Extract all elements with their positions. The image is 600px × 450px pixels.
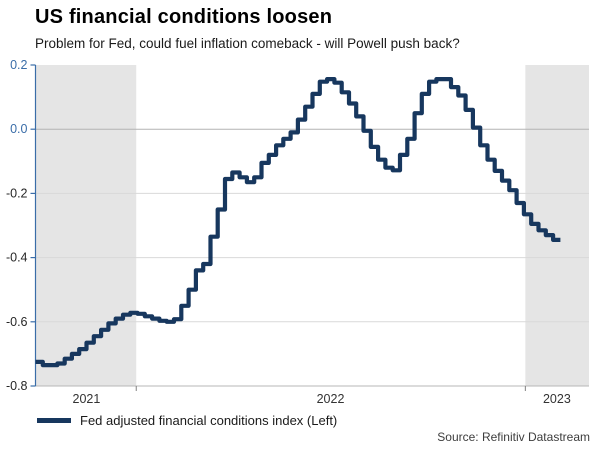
legend-label: Fed adjusted financial conditions index … <box>80 412 338 428</box>
shaded-band <box>35 65 137 386</box>
page-title: US financial conditions loosen <box>35 6 333 28</box>
chart-subtitle: Problem for Fed, could fuel inflation co… <box>35 36 460 51</box>
legend-line-swatch-icon <box>37 417 71 423</box>
chart-plot-area: 0.2 0.0 -0.2 -0.4 -0.6 -0.8 2021 2022 2023 <box>6 58 589 406</box>
y-tick-label: 0.2 <box>10 58 27 72</box>
y-tick-label: -0.8 <box>6 379 28 393</box>
x-axis-labels: 2021 2022 2023 <box>73 386 571 406</box>
series-line-fed-financial-conditions <box>35 77 561 368</box>
y-axis-labels: 0.2 0.0 -0.2 -0.4 -0.6 -0.8 <box>6 58 36 393</box>
gridlines <box>35 128 589 323</box>
x-tick-label: 2022 <box>317 392 345 406</box>
source-attribution: Source: Refinitiv Datastream <box>437 430 590 444</box>
y-tick-label: -0.6 <box>6 315 28 329</box>
y-tick-label: 0.0 <box>10 122 27 136</box>
shaded-bands <box>35 65 589 386</box>
x-tick-label: 2023 <box>543 392 571 406</box>
legend: Fed adjusted financial conditions index … <box>37 411 337 429</box>
y-tick-label: -0.2 <box>6 186 28 200</box>
x-tick-label: 2021 <box>73 392 101 406</box>
y-tick-label: -0.4 <box>6 251 28 265</box>
